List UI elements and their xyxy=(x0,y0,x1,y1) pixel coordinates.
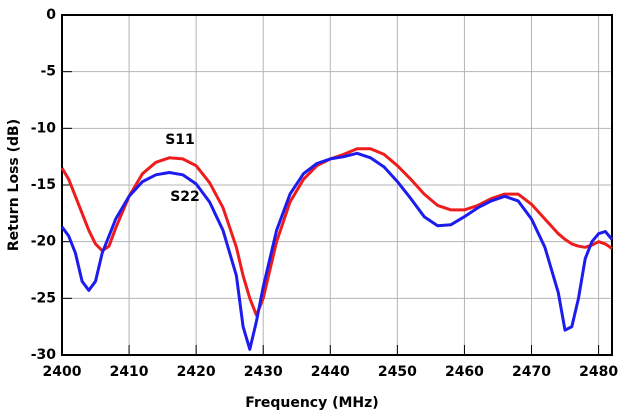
x-axis-label: Frequency (MHz) xyxy=(245,395,378,411)
x-tick-label: 2400 xyxy=(43,364,82,380)
x-tick-label: 2420 xyxy=(177,364,216,380)
series-line xyxy=(60,147,613,317)
series-line xyxy=(60,151,614,351)
x-tick-label: 2470 xyxy=(512,364,551,380)
y-tick-label: -5 xyxy=(40,64,56,80)
x-tick-label: 2460 xyxy=(445,364,484,380)
y-tick-label: -10 xyxy=(31,120,57,136)
y-axis-label: Return Loss (dB) xyxy=(6,119,22,251)
y-tick-label: 0 xyxy=(46,7,56,23)
y-tick-label: -25 xyxy=(31,290,56,306)
y-tick-label: -15 xyxy=(31,177,56,193)
x-tick-label: 2410 xyxy=(110,364,149,380)
x-tick-label: 2450 xyxy=(378,364,417,380)
x-tick-label: 2480 xyxy=(579,364,618,380)
y-tick-label: -20 xyxy=(31,234,57,250)
series-label: S11 xyxy=(165,132,195,148)
plot-frame xyxy=(61,14,613,356)
x-tick-label: 2430 xyxy=(244,364,283,380)
y-tick-label: -30 xyxy=(31,347,57,363)
series-label: S22 xyxy=(170,189,200,205)
x-tick-label: 2440 xyxy=(311,364,350,380)
